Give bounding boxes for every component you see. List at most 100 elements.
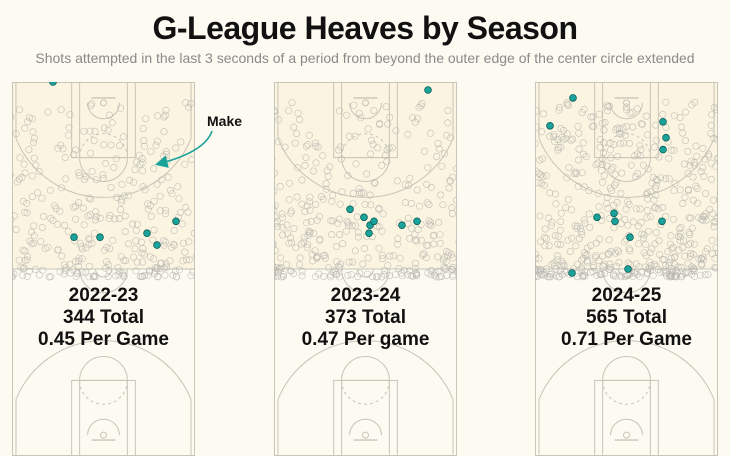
miss-point [688,266,696,274]
miss-point [582,153,590,161]
miss-point [710,103,718,111]
miss-point [675,225,683,233]
miss-point [393,177,401,185]
miss-point [337,155,345,163]
total-label: 344 Total [63,307,144,328]
miss-point [304,141,312,149]
miss-point [345,132,353,140]
miss-point [132,227,140,235]
miss-point [285,196,293,204]
miss-point [88,167,96,175]
miss-point [448,210,456,218]
miss-point [350,101,358,109]
court-panel-2022-23: 2022-23 344 Total 0.45 Per Game [12,82,195,456]
miss-point [352,160,360,168]
miss-point [76,239,84,247]
miss-point [541,225,549,233]
miss-point [685,187,693,195]
miss-point [644,131,652,139]
miss-point [24,118,32,126]
miss-point [535,265,539,273]
miss-point [644,227,652,235]
miss-point [424,269,432,277]
miss-point [535,272,541,280]
miss-point [370,107,378,115]
miss-point [12,171,14,178]
miss-point [445,184,453,192]
miss-point [58,252,66,260]
miss-point [274,263,277,271]
miss-point [361,200,369,208]
miss-point [639,161,647,169]
miss-point [61,267,69,275]
miss-point [118,196,126,204]
miss-point [622,205,630,213]
miss-point [304,232,312,240]
miss-point [370,179,378,187]
miss-point [652,191,660,199]
miss-point [337,260,345,268]
miss-point [441,254,449,262]
miss-point [82,268,90,276]
miss-point [551,232,559,240]
miss-point [662,98,670,106]
miss-point [640,234,648,242]
miss-point [107,141,115,149]
miss-point [274,184,275,189]
miss-point [65,124,73,132]
miss-point [338,188,346,196]
miss-point [564,101,572,109]
miss-point [680,160,688,168]
miss-point [629,218,637,226]
miss-point [115,271,123,279]
miss-point [139,125,147,133]
miss-point [88,100,96,108]
miss-point [679,244,687,252]
miss-point [15,256,23,264]
miss-point [59,145,67,153]
miss-point [138,249,146,257]
miss-point [80,221,88,229]
miss-point [187,99,195,107]
miss-point [172,273,180,281]
miss-point [581,219,589,227]
miss-point [85,262,93,270]
miss-point [366,191,374,199]
miss-point [130,253,138,261]
miss-point [443,257,451,265]
miss-point [174,183,182,191]
miss-point [444,106,452,114]
miss-point [713,105,718,113]
miss-point [629,123,637,131]
miss-point [422,254,430,262]
miss-point [274,138,282,146]
miss-point [592,239,600,247]
free-throw-arc [602,356,651,381]
stats-block: 2023-24 373 Total 0.47 Per game [254,285,477,351]
miss-point [286,267,294,275]
miss-point [449,273,457,281]
miss-point [313,253,321,261]
miss-point [78,268,86,276]
miss-point [375,204,383,212]
miss-point [274,273,278,281]
make-point [413,217,421,226]
center-circle [341,268,390,294]
miss-point [56,207,64,215]
miss-point [302,154,310,162]
rim [100,99,107,107]
miss-point [398,272,406,280]
miss-point [613,198,621,206]
miss-point [92,176,100,184]
miss-point [329,191,337,199]
miss-point [315,213,323,221]
miss-point [588,122,596,130]
miss-point [605,265,613,273]
miss-point [540,271,548,279]
rim [623,99,630,107]
miss-point [137,238,145,246]
make-point [370,217,378,226]
miss-point [80,127,88,135]
miss-point [583,256,591,264]
miss-point [634,170,642,178]
